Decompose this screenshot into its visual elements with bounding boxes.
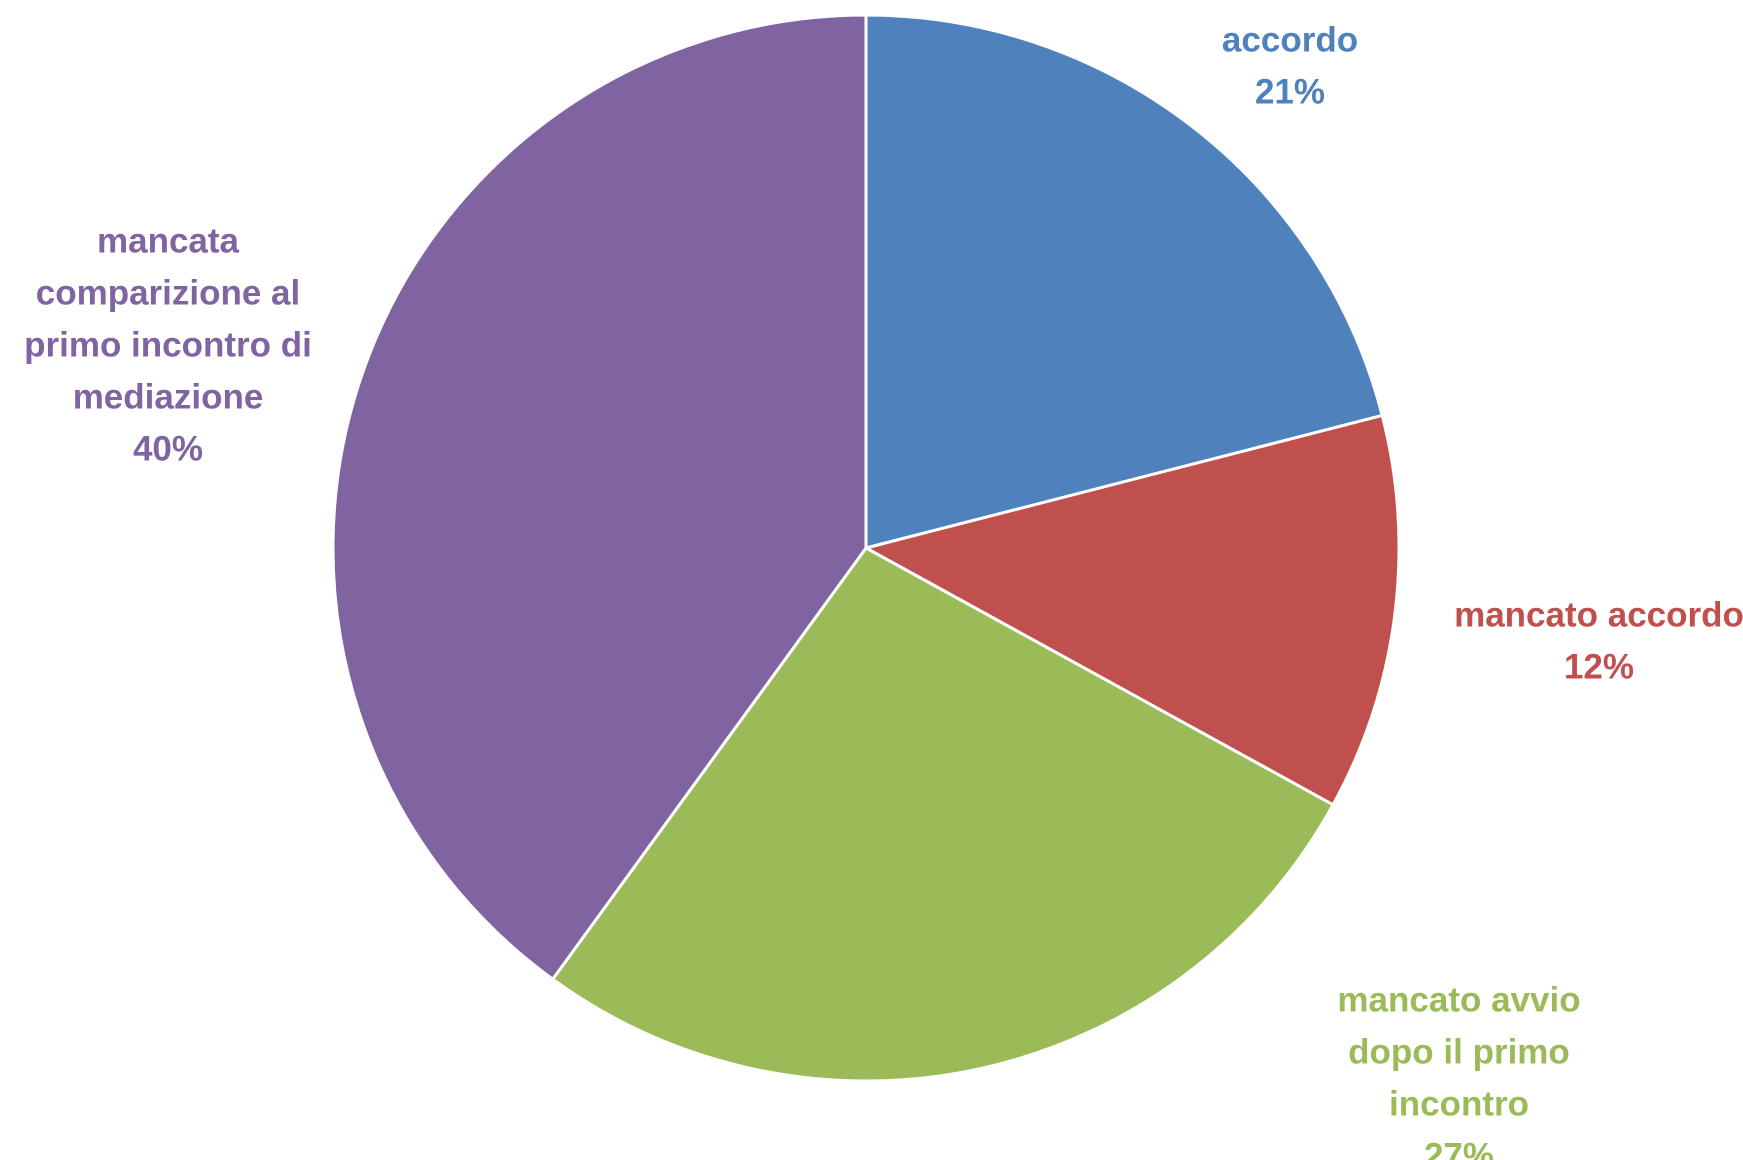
data-label-category: incontro: [1389, 1084, 1529, 1123]
data-label-category: mediazione: [73, 377, 264, 416]
pie-slice: [551, 546, 1335, 1083]
pie-slice: [864, 413, 1401, 807]
data-label-value: 12%: [1564, 647, 1634, 686]
data-label-value: 21%: [1255, 72, 1325, 111]
data-label: mancato avvio dopo il primo incontro 27%: [1337, 980, 1580, 1160]
labels-layer: accordo 21% mancato accordo 12% mancato avvi…: [24, 20, 1743, 1160]
pie-slice: [864, 13, 1384, 550]
data-label-category: primo incontro di: [24, 325, 312, 364]
slices-layer: [331, 13, 1401, 1083]
data-label-category: dopo il primo: [1348, 1032, 1570, 1071]
data-label-category: accordo: [1222, 20, 1358, 59]
data-label-value: 27%: [1424, 1136, 1494, 1160]
data-label-category: mancata: [97, 221, 240, 260]
data-label-category: mancato avvio: [1337, 980, 1580, 1019]
data-label: accordo 21%: [1222, 20, 1358, 111]
data-label: mancata comparizione al primo incontro di m…: [24, 221, 312, 468]
data-label-category: comparizione al: [36, 273, 301, 312]
pie-slice: [331, 13, 868, 981]
data-label-category: mancato accordo: [1454, 595, 1743, 634]
data-label: mancato accordo 12%: [1454, 595, 1743, 686]
data-label-value: 40%: [133, 429, 203, 468]
